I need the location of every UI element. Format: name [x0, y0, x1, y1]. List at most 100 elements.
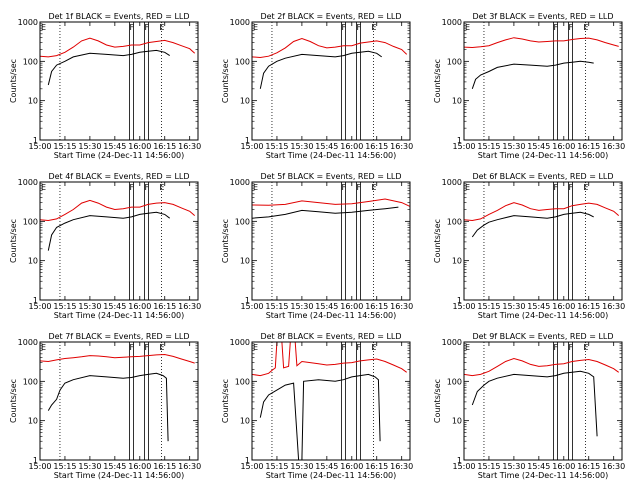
series-line-lld [463, 357, 619, 377]
y-axis-label: Counts/sec [221, 379, 230, 423]
x-tick-label: 16:15 [153, 462, 176, 471]
panel-title: Det 9f BLACK = Events, RED = LLD [472, 332, 613, 341]
series-line-events [47, 211, 171, 251]
x-tick-label: 15:15 [53, 142, 76, 151]
series-line-lld [251, 198, 411, 207]
y-tick-label: 1 [33, 296, 38, 305]
panel-title: Det 6f BLACK = Events, RED = LLD [472, 172, 613, 181]
x-tick-label: 15:00 [28, 302, 51, 311]
panel-title: Det 3f BLACK = Events, RED = LLD [472, 12, 613, 21]
x-tick-label: 15:30 [290, 142, 313, 151]
plot-frame [251, 181, 411, 301]
segment-label: F [568, 183, 573, 192]
x-tick-label: 16:30 [602, 302, 625, 311]
segment-label: E [41, 183, 46, 192]
segment-label: F [568, 343, 573, 352]
y-tick-label: 100 [447, 57, 462, 66]
series-line-lld [463, 202, 620, 222]
plot-frame [39, 341, 199, 461]
segment-label: E [253, 183, 258, 192]
segment-box [356, 181, 361, 301]
segment-label: F [144, 183, 149, 192]
x-tick-label: 15:45 [103, 462, 126, 471]
segment-label: E [371, 183, 376, 192]
segment-label: E [41, 23, 46, 32]
segment-label: F [129, 343, 134, 352]
segment-box [144, 341, 149, 461]
x-tick-label: 16:15 [577, 302, 600, 311]
plot-frame [251, 21, 411, 141]
plot-frame [39, 181, 199, 301]
x-tick-label: 16:30 [390, 142, 413, 151]
x-tick-label: 16:30 [178, 462, 201, 471]
segment-label: E [253, 343, 258, 352]
x-tick-label: 15:00 [28, 142, 51, 151]
segment-label: F [553, 183, 558, 192]
series-line-events [471, 370, 598, 437]
plot-frame [39, 21, 199, 141]
y-tick-label: 100 [235, 217, 250, 226]
x-tick-label: 15:30 [78, 142, 101, 151]
y-tick-label: 100 [447, 377, 462, 386]
segment-label: F [144, 343, 149, 352]
segment-box [356, 21, 361, 141]
x-tick-label: 16:30 [602, 462, 625, 471]
x-axis-label: Start Time (24-Dec-11 14:56:00) [54, 151, 185, 160]
segment-label: E [465, 343, 470, 352]
y-tick-label: 10 [28, 257, 38, 266]
x-tick-label: 15:30 [502, 302, 525, 311]
y-axis-label: Counts/sec [9, 379, 18, 423]
x-tick-label: 16:30 [178, 142, 201, 151]
y-tick-label: 1 [245, 136, 250, 145]
x-tick-label: 16:15 [365, 302, 388, 311]
y-tick-label: 1000 [442, 338, 462, 347]
y-tick-label: 100 [447, 217, 462, 226]
y-tick-label: 10 [28, 417, 38, 426]
series-line-events [251, 206, 399, 219]
x-axis-label: Start Time (24-Dec-11 14:56:00) [266, 471, 397, 480]
segment-label: E [159, 343, 164, 352]
x-tick-label: 16:30 [390, 302, 413, 311]
y-tick-label: 10 [240, 97, 250, 106]
y-tick-label: 1000 [230, 18, 250, 27]
x-tick-label: 16:00 [128, 302, 151, 311]
x-tick-label: 15:45 [315, 302, 338, 311]
x-tick-label: 16:00 [340, 462, 363, 471]
x-tick-label: 15:00 [28, 462, 51, 471]
y-tick-label: 10 [240, 417, 250, 426]
x-tick-label: 16:00 [552, 302, 575, 311]
y-tick-label: 10 [452, 97, 462, 106]
x-tick-label: 15:00 [240, 142, 263, 151]
segment-label: E [465, 23, 470, 32]
segment-box [341, 181, 346, 301]
x-tick-label: 16:15 [153, 142, 176, 151]
y-tick-label: 1 [457, 456, 462, 465]
plot-frame [463, 341, 623, 461]
y-axis-label: Counts/sec [433, 379, 442, 423]
segment-box [341, 21, 346, 141]
y-tick-label: 1000 [442, 178, 462, 187]
series-line-lld [463, 37, 619, 49]
x-tick-label: 16:00 [340, 302, 363, 311]
plot-frame [251, 341, 411, 461]
x-tick-label: 15:45 [527, 462, 550, 471]
x-tick-label: 16:15 [577, 462, 600, 471]
y-tick-label: 1000 [18, 178, 38, 187]
x-tick-label: 15:15 [265, 462, 288, 471]
segment-label: F [356, 183, 361, 192]
x-tick-label: 15:30 [78, 462, 101, 471]
x-tick-label: 15:45 [103, 302, 126, 311]
x-axis-label: Start Time (24-Dec-11 14:56:00) [54, 471, 185, 480]
y-axis-label: Counts/sec [433, 59, 442, 103]
segment-label: F [553, 23, 558, 32]
segment-label: F [553, 343, 558, 352]
x-tick-label: 15:00 [240, 302, 263, 311]
y-tick-label: 100 [23, 217, 38, 226]
x-tick-label: 15:00 [240, 462, 263, 471]
segment-box [144, 181, 149, 301]
segment-label: E [371, 343, 376, 352]
